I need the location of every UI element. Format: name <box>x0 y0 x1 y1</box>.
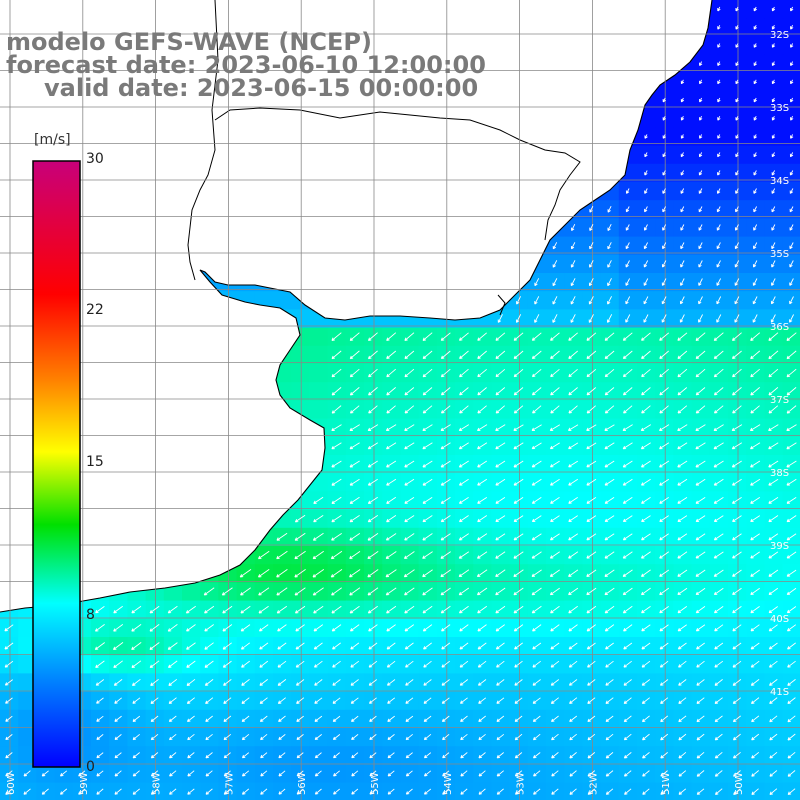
colorbar-tick-15: 15 <box>86 454 104 470</box>
latitude-label: 40S <box>770 614 789 625</box>
longitude-label: 54W <box>443 772 454 795</box>
latitude-label: 36S <box>770 322 789 333</box>
latitude-label: 37S <box>770 395 789 406</box>
latitude-label: 38S <box>770 468 789 479</box>
forecast-date-label: forecast date: 2023-06-10 12:00:00 <box>6 51 486 79</box>
coastline <box>0 0 713 613</box>
latitude-labels: 32S 33S 34S 35S 36S 37S 38S 39S 40S 41S <box>770 30 789 698</box>
land-mass <box>0 0 712 612</box>
wind-arrows <box>4 6 797 795</box>
colorbar-tick-8: 8 <box>86 607 95 623</box>
colorbar-tick-22: 22 <box>86 302 104 318</box>
country-border <box>187 0 581 316</box>
longitude-label: 56W <box>297 772 308 795</box>
latitude-label: 33S <box>770 103 789 114</box>
longitude-label: 52W <box>588 772 599 795</box>
longitude-label: 60W <box>6 772 17 795</box>
latitude-label: 32S <box>770 30 789 41</box>
valid-date-label: valid date: 2023-06-15 00:00:00 <box>44 74 479 102</box>
longitude-label: 58W <box>152 772 163 795</box>
longitude-label: 50W <box>734 772 745 795</box>
longitude-label: 57W <box>224 772 235 795</box>
latitude-label: 41S <box>770 687 789 698</box>
longitude-labels: 60W 59W 58W 57W 56W 55W 54W 53W 52W 51W 50W <box>6 772 745 795</box>
longitude-label: 53W <box>516 772 527 795</box>
colorbar-tick-0: 0 <box>86 759 95 775</box>
longitude-label: 55W <box>370 772 381 795</box>
latitude-label: 35S <box>770 249 789 260</box>
latitude-label: 39S <box>770 541 789 552</box>
map-title-model: modelo GEFS-WAVE (NCEP) <box>6 28 372 56</box>
latitude-label: 34S <box>770 176 789 187</box>
colorbar-unit: [m/s] <box>34 132 71 148</box>
longitude-label: 51W <box>661 772 672 795</box>
longitude-label: 59W <box>79 772 90 795</box>
colorbar <box>32 160 81 768</box>
colorbar-tick-30: 30 <box>86 151 104 167</box>
